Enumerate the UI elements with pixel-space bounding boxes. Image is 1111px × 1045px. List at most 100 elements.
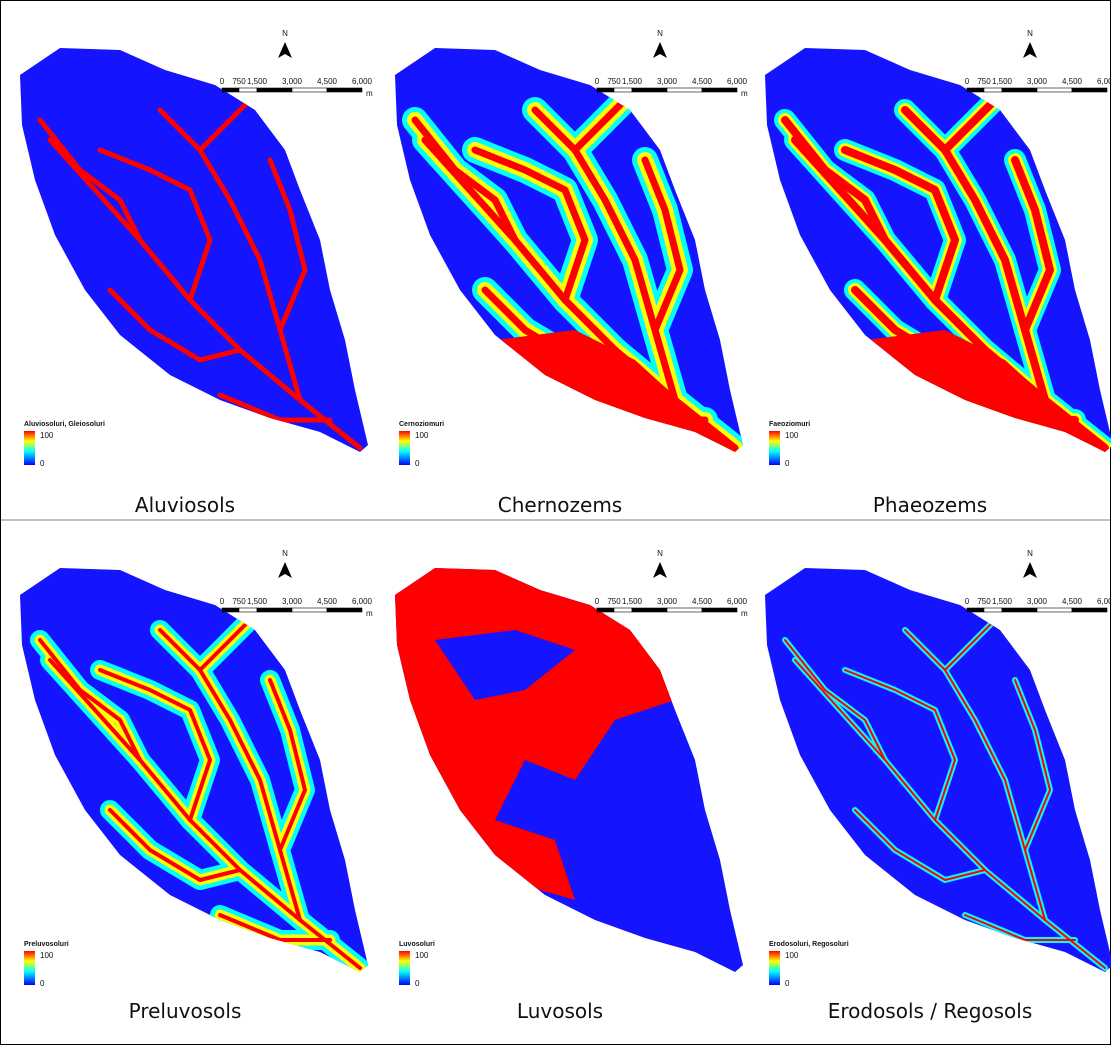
scale-label: 6,000 (1097, 597, 1111, 606)
legend-max: 100 (415, 951, 429, 960)
scale-label: 0 (595, 77, 600, 86)
scale-unit: m (741, 609, 748, 618)
legend-max: 100 (785, 951, 799, 960)
scale-segment (597, 88, 614, 92)
scale-label: 1,500 (992, 77, 1013, 86)
north-label: N (282, 549, 288, 558)
scale-segment (632, 608, 667, 612)
scale-segment (597, 608, 614, 612)
scale-segment (327, 608, 362, 612)
scale-segment (667, 88, 702, 92)
legend-ramp (399, 951, 410, 985)
north-arrow (653, 42, 667, 58)
scale-label: 1,500 (247, 597, 268, 606)
scale-label: 4,500 (1062, 77, 1083, 86)
scale-label: 6,000 (727, 597, 748, 606)
scale-label: 4,500 (317, 597, 338, 606)
legend-title: Cernoziomuri (399, 421, 444, 428)
legend-title: Erodosoluri, Regosoluri (769, 941, 849, 948)
legend-min: 0 (40, 459, 45, 468)
panel-caption: Phaeozems (873, 493, 987, 517)
scale-label: 3,000 (1027, 77, 1048, 86)
watershed (765, 568, 1111, 972)
north-arrow (653, 562, 667, 578)
scale-segment (614, 88, 632, 92)
scale-segment (239, 88, 257, 92)
scale-segment (257, 88, 292, 92)
panel-caption: Preluvosols (129, 999, 242, 1023)
panel-caption: Chernozems (498, 493, 622, 517)
scale-label: 6,000 (1097, 77, 1111, 86)
scale-label: 750 (232, 77, 246, 86)
north-label: N (1027, 549, 1033, 558)
scale-segment (292, 88, 327, 92)
legend-ramp (769, 431, 780, 465)
scale-segment (1072, 608, 1107, 612)
scale-unit: m (366, 89, 373, 98)
scale-label: 1,500 (622, 597, 643, 606)
figure: N07501,5003,0004,5006,000mAluviosoluri, … (0, 0, 1111, 1045)
scale-segment (614, 608, 632, 612)
scale-segment (257, 608, 292, 612)
scale-label: 3,000 (657, 597, 678, 606)
scale-label: 0 (220, 597, 225, 606)
north-arrow (1023, 42, 1037, 58)
scale-segment (632, 88, 667, 92)
scale-label: 750 (607, 597, 621, 606)
north-label: N (282, 29, 288, 38)
legend-min: 0 (785, 979, 790, 988)
scale-segment (984, 608, 1002, 612)
panel-caption: Aluviosols (135, 493, 235, 517)
scale-segment (667, 608, 702, 612)
scale-segment (292, 608, 327, 612)
scale-segment (222, 608, 239, 612)
scale-label: 3,000 (282, 597, 303, 606)
watershed (765, 48, 1111, 452)
scale-unit: m (366, 609, 373, 618)
scale-label: 4,500 (692, 597, 713, 606)
scale-label: 0 (595, 597, 600, 606)
legend-title: Aluviosoluri, Gleiosoluri (24, 421, 105, 428)
scale-label: 750 (977, 597, 991, 606)
scale-segment (222, 88, 239, 92)
scale-label: 750 (607, 77, 621, 86)
scale-label: 6,000 (352, 77, 373, 86)
scale-label: 0 (220, 77, 225, 86)
scale-label: 4,500 (692, 77, 713, 86)
scale-label: 750 (977, 77, 991, 86)
legend-ramp (769, 951, 780, 985)
legend-title: Luvosoluri (399, 941, 435, 948)
scale-segment (1037, 88, 1072, 92)
legend-ramp (24, 431, 35, 465)
scale-label: 6,000 (352, 597, 373, 606)
scale-segment (1002, 88, 1037, 92)
scale-label: 750 (232, 597, 246, 606)
north-arrow (1023, 562, 1037, 578)
scale-unit: m (741, 89, 748, 98)
scale-segment (702, 88, 737, 92)
panel-caption: Luvosols (517, 999, 603, 1023)
scale-segment (1037, 608, 1072, 612)
legend-max: 100 (415, 431, 429, 440)
scale-label: 1,500 (622, 77, 643, 86)
legend-title: Preluvosoluri (24, 941, 69, 948)
legend-title: Faeoziomuri (769, 421, 810, 428)
scale-segment (1072, 88, 1107, 92)
watershed (20, 48, 368, 452)
scale-label: 1,500 (992, 597, 1013, 606)
legend-max: 100 (40, 951, 54, 960)
scale-label: 3,000 (657, 77, 678, 86)
scale-segment (1002, 608, 1037, 612)
scale-label: 0 (965, 77, 970, 86)
scale-label: 4,500 (1062, 597, 1083, 606)
scale-label: 3,000 (1027, 597, 1048, 606)
legend-min: 0 (415, 979, 420, 988)
legend-ramp (24, 951, 35, 985)
scale-segment (967, 608, 984, 612)
map-panel: N 0 7501,500 3,000 4,500 6,000 m Preluvosoluri 1… (20, 549, 373, 1023)
scale-label: 3,000 (282, 77, 303, 86)
legend-ramp (399, 431, 410, 465)
legend-min: 0 (415, 459, 420, 468)
